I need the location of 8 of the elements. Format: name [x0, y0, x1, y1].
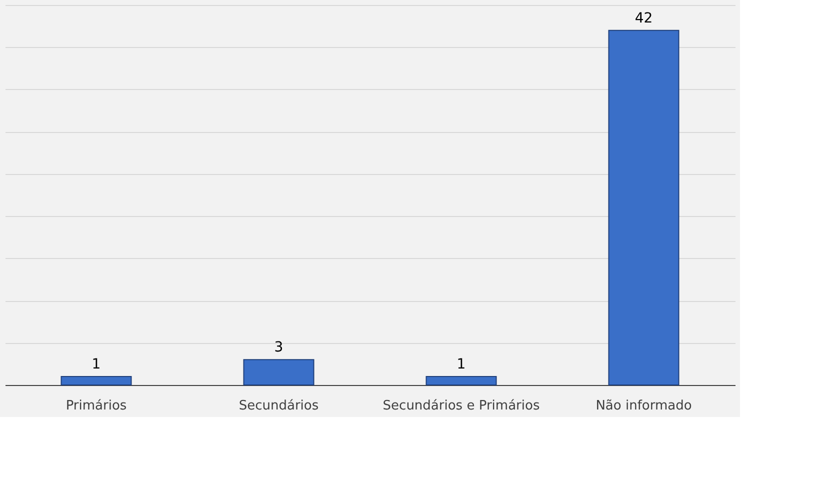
x-tick-label: Não informado: [596, 398, 692, 414]
x-tick-label: Secundários: [238, 398, 319, 414]
x-tick-label: Primários: [66, 398, 127, 414]
data-label: 1: [456, 356, 466, 373]
x-tick-label: Secundários e Primários: [382, 398, 540, 414]
data-label: 1: [92, 356, 101, 373]
data-label: 3: [274, 340, 284, 356]
data-label: 42: [634, 10, 653, 26]
